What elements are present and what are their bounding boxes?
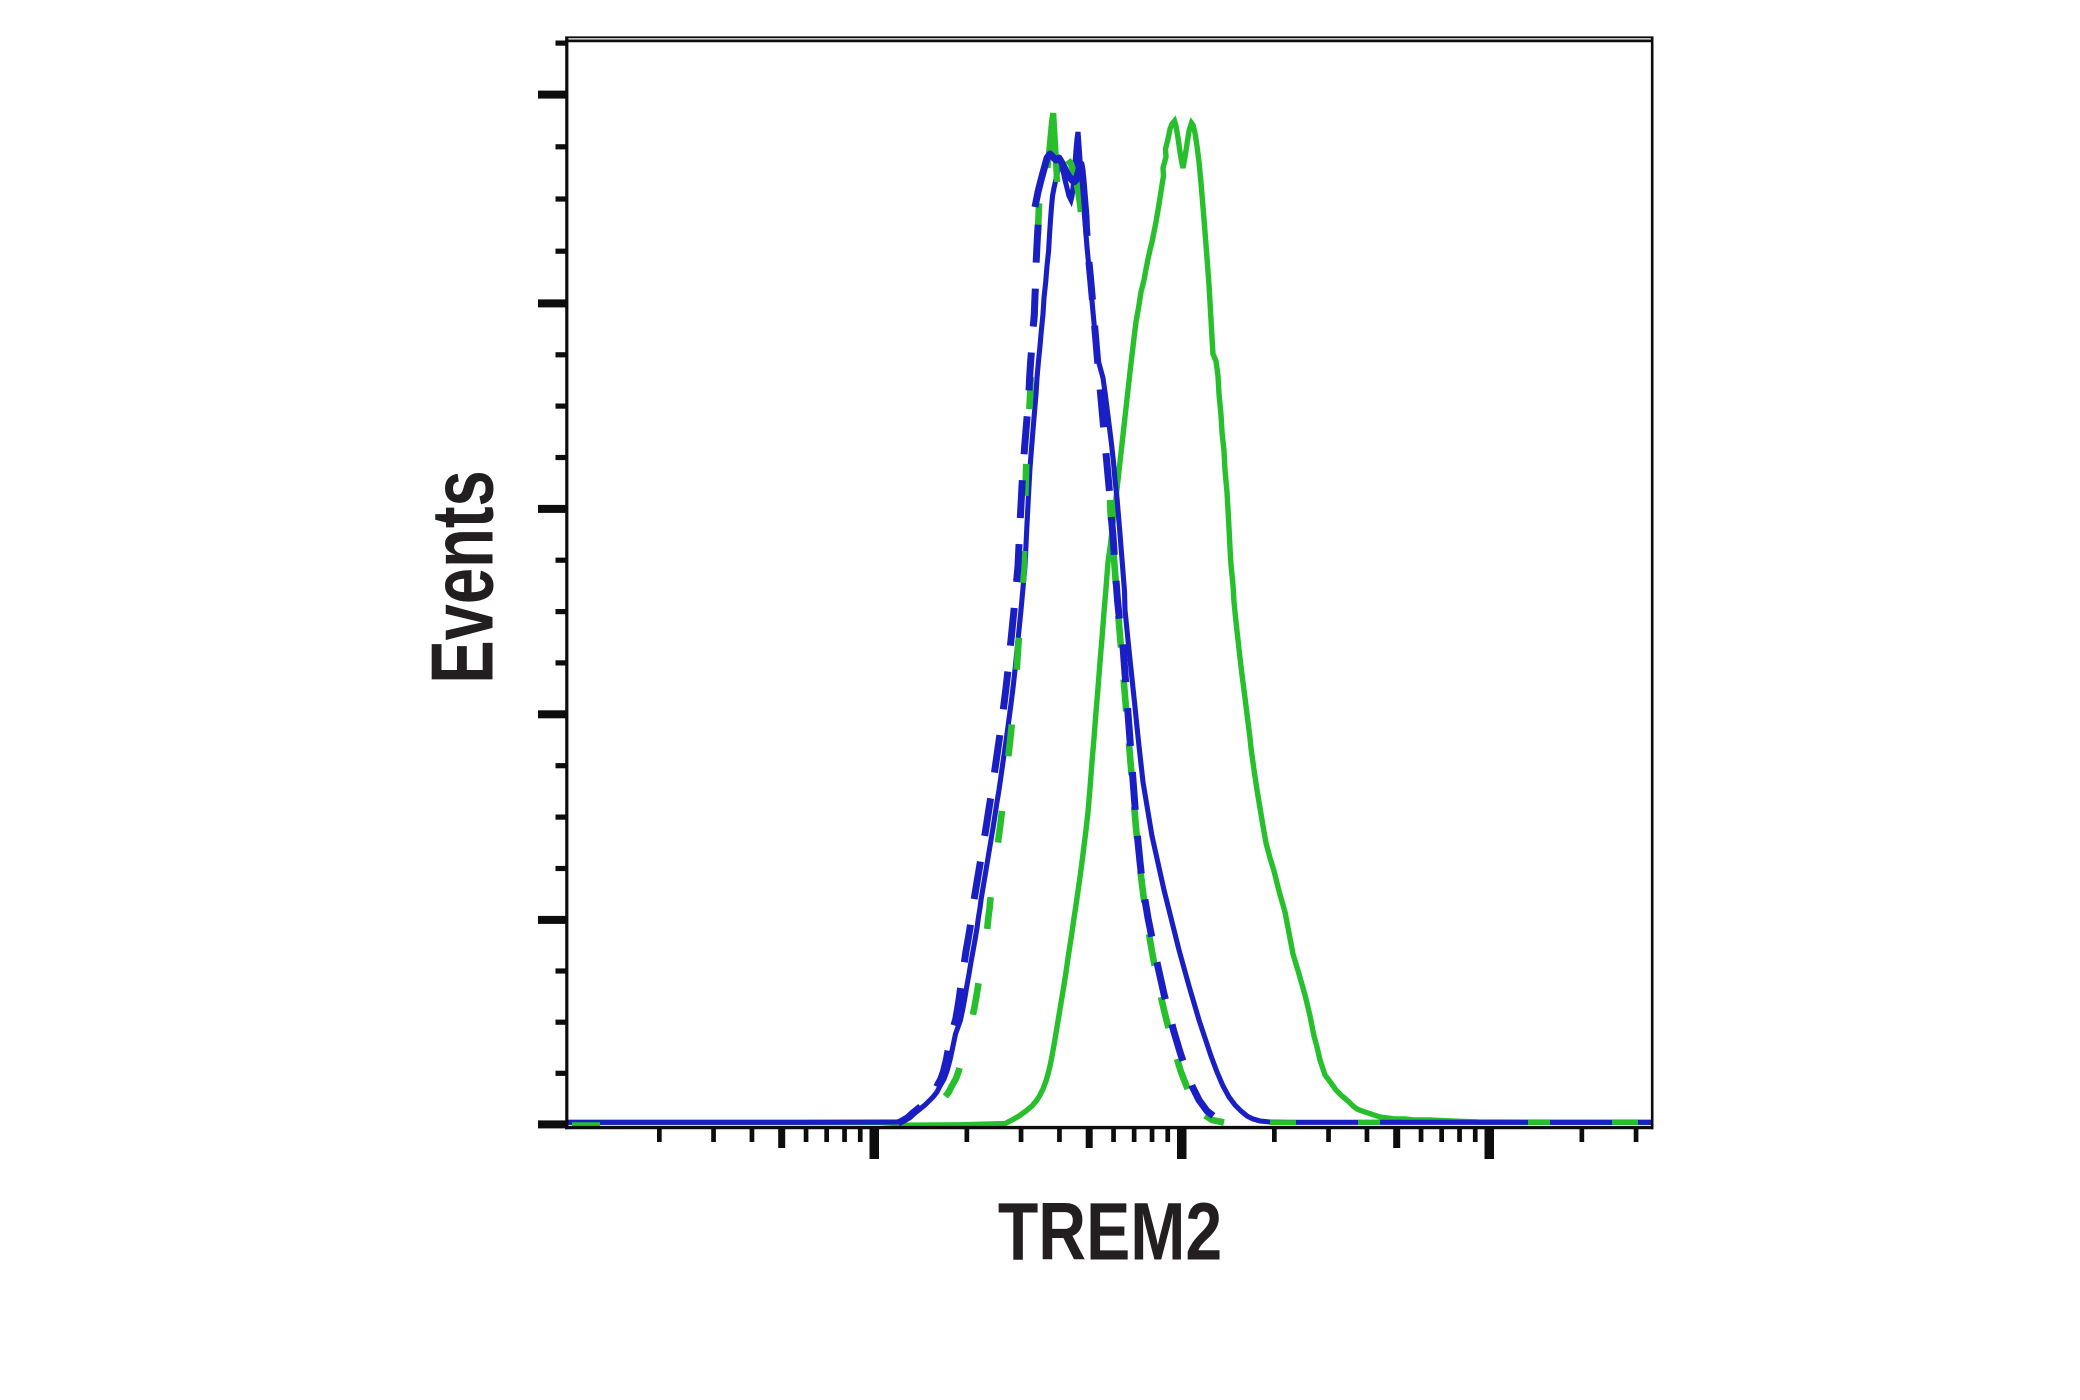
svg-text:TREM2: TREM2 xyxy=(998,1186,1222,1277)
svg-text:Events: Events xyxy=(414,470,512,684)
